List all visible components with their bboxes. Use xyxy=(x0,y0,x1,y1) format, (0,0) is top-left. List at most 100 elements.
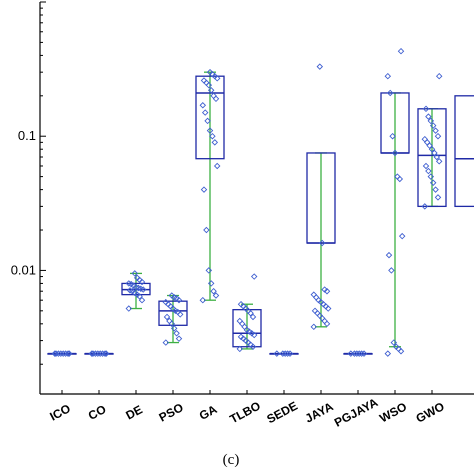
data-point xyxy=(175,296,183,304)
data-point xyxy=(384,350,392,357)
data-point xyxy=(250,331,258,339)
data-point xyxy=(237,333,245,341)
data-point xyxy=(321,286,328,293)
data-point xyxy=(240,335,247,342)
data-point xyxy=(388,267,395,274)
data-point xyxy=(247,341,254,348)
data-point xyxy=(249,343,257,350)
data-point xyxy=(170,325,178,332)
x-tick-label-jaya: JAYA xyxy=(303,399,336,426)
data-point xyxy=(429,122,437,129)
data-point xyxy=(209,132,216,140)
data-point xyxy=(249,313,257,321)
data-point xyxy=(125,305,133,312)
data-point xyxy=(433,153,441,161)
box-group-co xyxy=(84,350,114,357)
data-point xyxy=(96,350,104,357)
data-point xyxy=(273,350,281,357)
data-point xyxy=(421,135,429,143)
data-point xyxy=(434,132,442,140)
data-point xyxy=(101,350,109,357)
data-point xyxy=(206,127,214,134)
box-group-jaya xyxy=(306,63,336,331)
x-tick-label-de: DE xyxy=(123,402,144,422)
box-group-pgjaya xyxy=(343,350,373,357)
data-point xyxy=(394,173,401,180)
data-point xyxy=(162,298,170,306)
data-point xyxy=(168,292,176,299)
data-point xyxy=(279,350,287,357)
data-point xyxy=(52,350,60,357)
data-point xyxy=(281,350,289,357)
data-point xyxy=(421,203,429,210)
box-group-pso xyxy=(158,292,188,346)
data-point xyxy=(125,280,133,287)
data-point xyxy=(392,343,400,350)
box-group-sede xyxy=(269,350,299,357)
data-point xyxy=(89,350,97,357)
data-point xyxy=(310,291,318,298)
data-point xyxy=(244,339,252,346)
data-point xyxy=(236,345,244,353)
x-tick-label-gwo: GWO xyxy=(414,399,447,425)
data-point xyxy=(427,117,435,125)
data-point xyxy=(320,300,327,308)
box-group-partial xyxy=(454,95,474,208)
data-point xyxy=(316,63,324,70)
data-point xyxy=(210,92,217,100)
data-point xyxy=(136,276,143,284)
box-iqr xyxy=(454,95,474,208)
data-point xyxy=(240,303,247,310)
data-point xyxy=(236,317,244,325)
box-group-de xyxy=(121,270,151,312)
data-point xyxy=(434,194,442,201)
data-point xyxy=(59,350,67,357)
box-group-ico xyxy=(47,350,77,357)
data-point xyxy=(238,320,246,328)
box-group-tlbo xyxy=(232,273,262,353)
data-point xyxy=(203,226,210,234)
data-point xyxy=(389,132,396,140)
x-tick-label-pso: PSO xyxy=(157,400,186,424)
data-point xyxy=(132,283,140,291)
x-tick-label-co: CO xyxy=(86,402,108,423)
data-point xyxy=(323,287,331,295)
data-point xyxy=(323,320,331,328)
data-point xyxy=(129,287,136,295)
data-point xyxy=(199,102,207,109)
data-point xyxy=(435,72,443,80)
data-point xyxy=(206,68,214,76)
data-point xyxy=(398,232,406,240)
data-point xyxy=(428,145,436,153)
data-point xyxy=(175,335,183,342)
data-point xyxy=(250,273,258,280)
data-point xyxy=(138,278,146,286)
data-point xyxy=(310,323,318,331)
box-iqr xyxy=(417,108,447,208)
data-point xyxy=(200,77,208,84)
data-point xyxy=(207,87,215,94)
data-point xyxy=(322,303,330,310)
x-tick-label-ico: ICO xyxy=(47,401,72,423)
data-point xyxy=(173,295,180,302)
data-point xyxy=(170,294,178,301)
data-point xyxy=(386,89,394,97)
data-point xyxy=(131,270,139,277)
data-point xyxy=(209,70,216,78)
data-point xyxy=(211,72,219,80)
x-tick-label-tlbo: TLBO xyxy=(227,399,262,427)
data-point xyxy=(248,330,256,337)
box-group-gwo xyxy=(417,72,447,210)
data-point xyxy=(199,296,207,304)
data-point xyxy=(64,350,72,357)
y-tick-label: 0.1 xyxy=(18,128,36,143)
data-point xyxy=(210,287,217,295)
data-point xyxy=(131,289,139,297)
data-point xyxy=(135,284,142,292)
data-point xyxy=(213,162,221,170)
data-point xyxy=(57,350,65,357)
box-iqr xyxy=(195,75,225,160)
data-point xyxy=(102,350,110,357)
data-point xyxy=(318,239,326,247)
